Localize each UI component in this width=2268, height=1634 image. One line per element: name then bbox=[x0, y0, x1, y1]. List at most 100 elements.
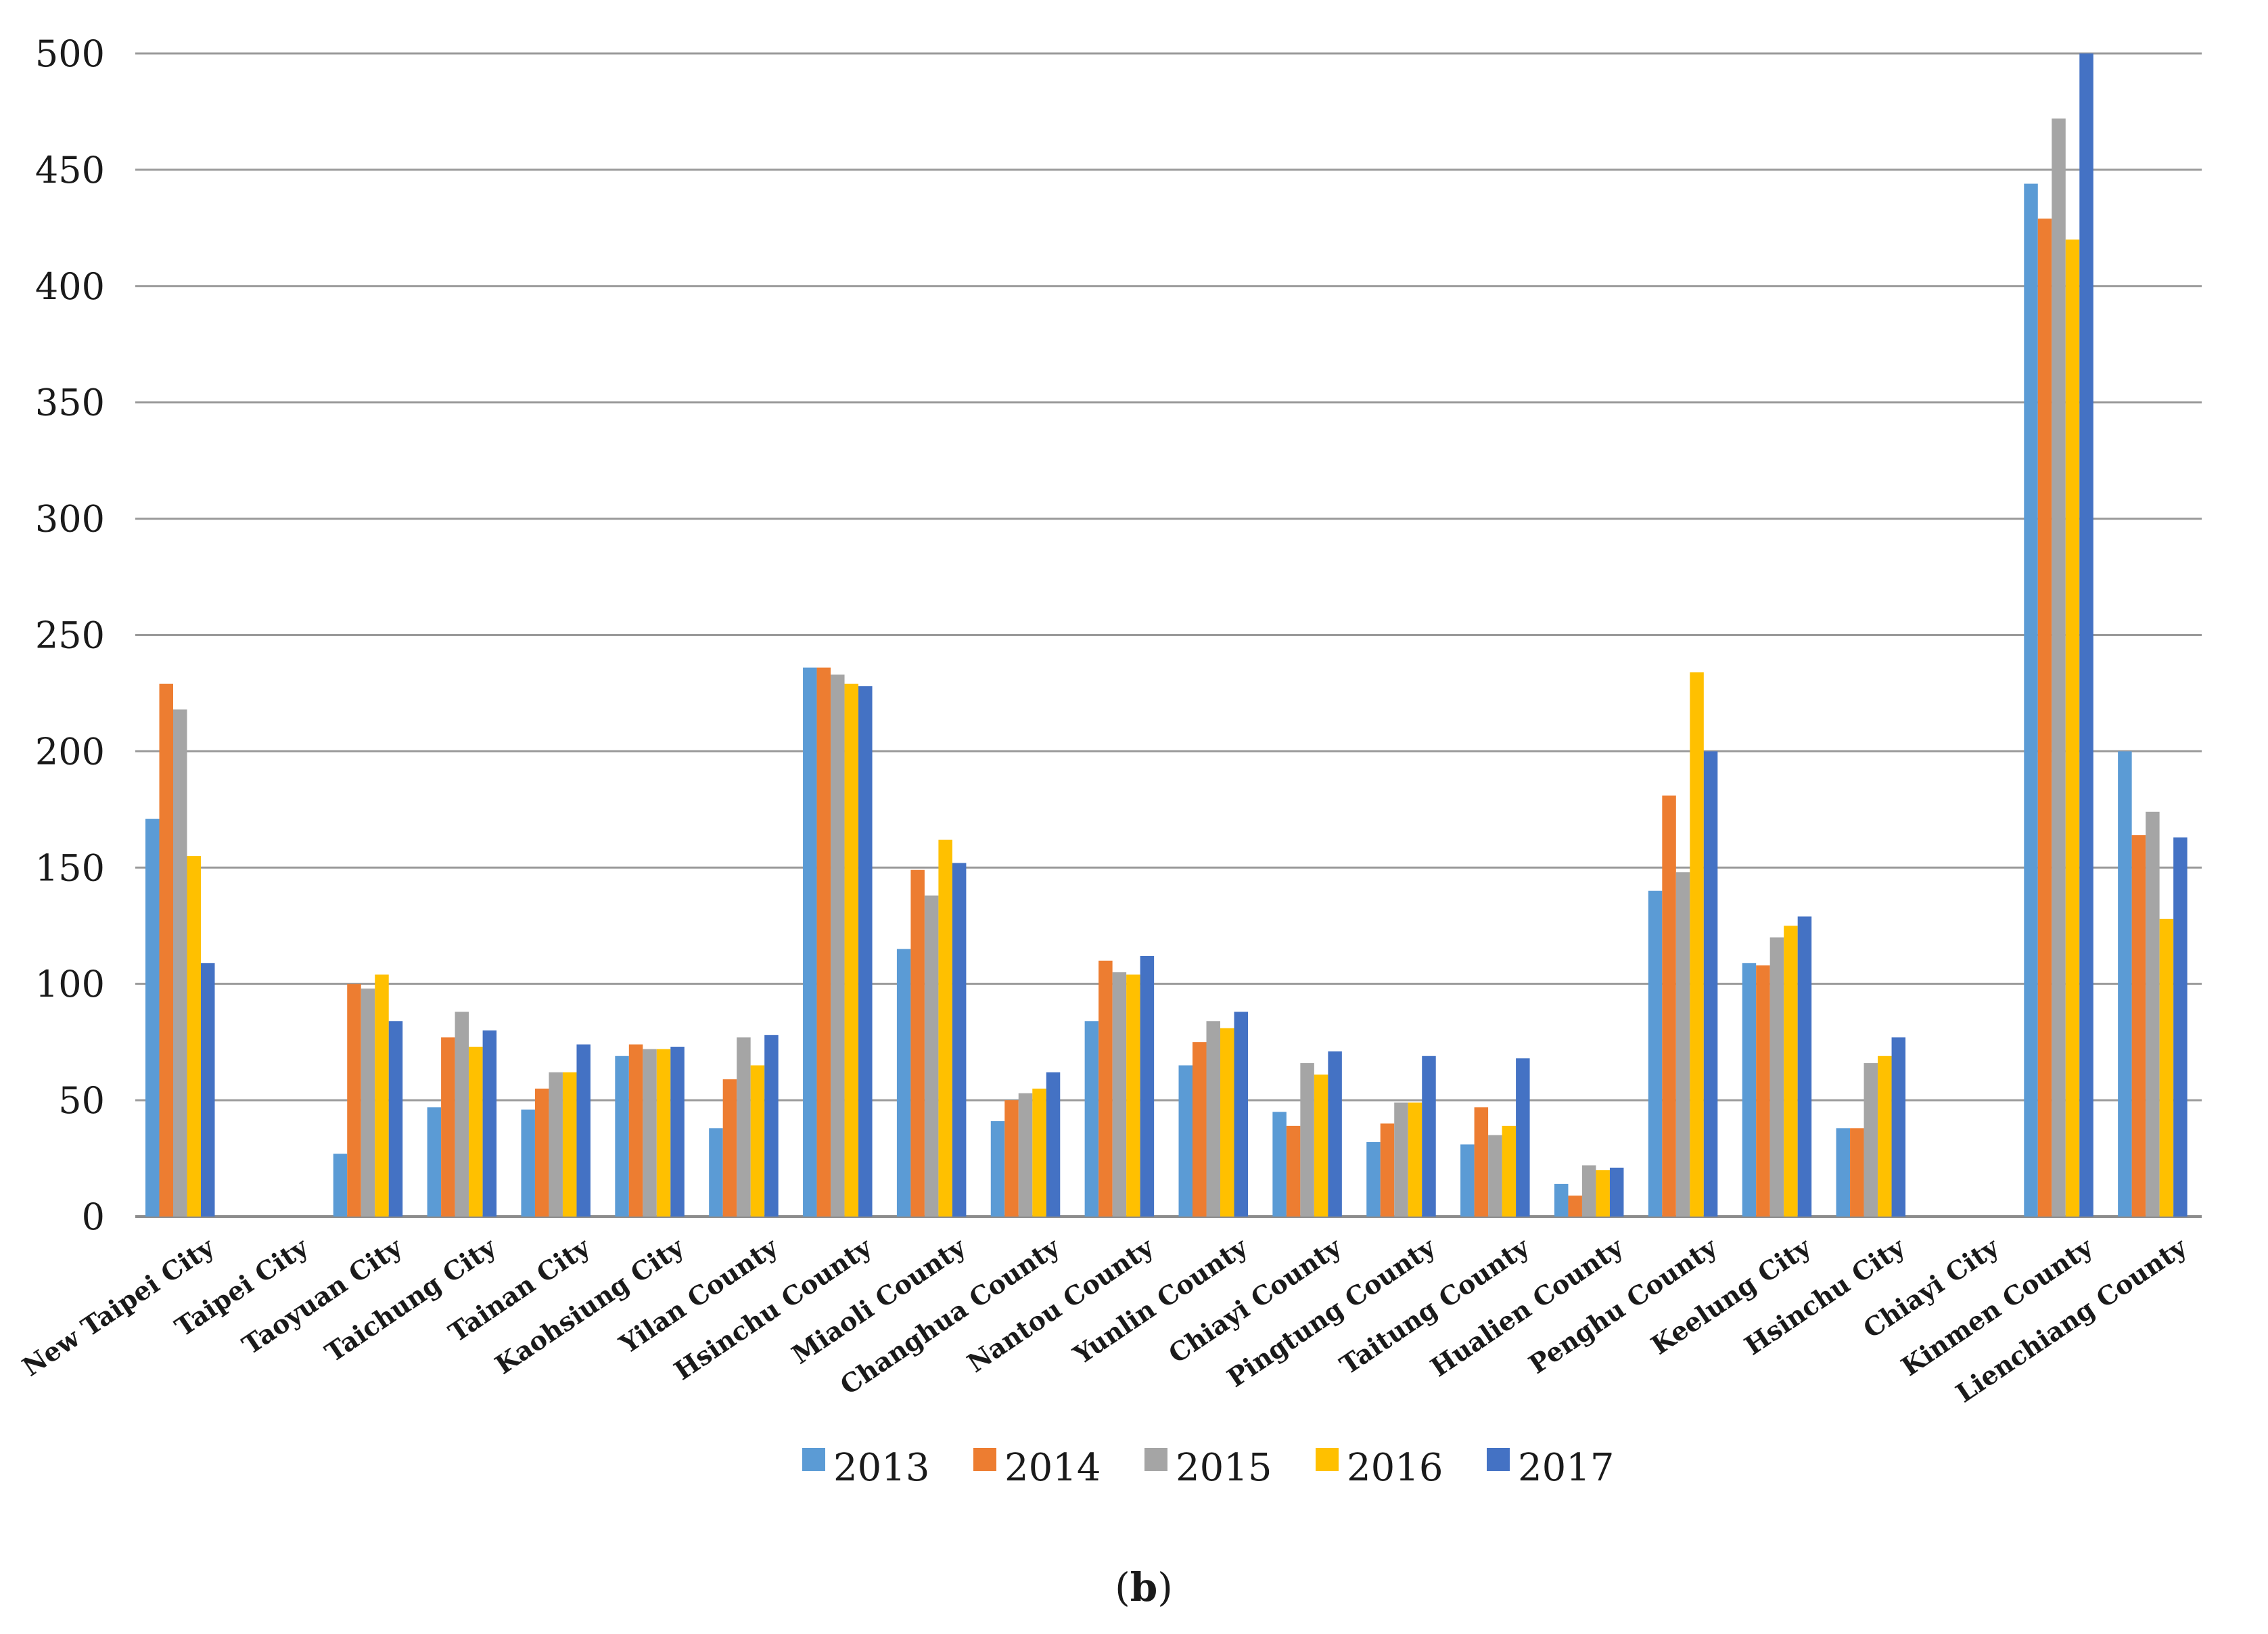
bar-2013-8 bbox=[896, 949, 911, 1217]
y-tick-label-350: 350 bbox=[35, 382, 105, 424]
bar-2013-10 bbox=[1084, 1021, 1099, 1217]
y-tick-label-100: 100 bbox=[35, 963, 105, 1005]
bar-2016-2 bbox=[375, 974, 389, 1217]
bar-2015-14 bbox=[1488, 1135, 1502, 1217]
bar-2017-6 bbox=[764, 1035, 779, 1217]
y-tick-label-150: 150 bbox=[35, 846, 105, 889]
bar-2014-14 bbox=[1474, 1107, 1489, 1217]
x-tick-label-17: Keelung City bbox=[1646, 1231, 1817, 1361]
bar-2014-20 bbox=[2037, 219, 2052, 1217]
y-tick-label-300: 300 bbox=[35, 498, 105, 541]
x-tick-label-18: Hsinchu City bbox=[1739, 1231, 1911, 1361]
bar-2013-9 bbox=[990, 1121, 1005, 1217]
caption-close-paren: ) bbox=[1157, 1564, 1173, 1610]
bar-2017-2 bbox=[388, 1021, 403, 1217]
bar-2016-0 bbox=[187, 856, 201, 1217]
bar-2013-12 bbox=[1272, 1112, 1287, 1217]
bar-2013-0 bbox=[145, 819, 160, 1217]
bar-2017-4 bbox=[576, 1044, 591, 1217]
y-tick-label-0: 0 bbox=[82, 1196, 105, 1238]
bar-2013-5 bbox=[615, 1056, 629, 1217]
bar-2015-12 bbox=[1300, 1063, 1314, 1217]
bar-2014-12 bbox=[1286, 1125, 1301, 1217]
bar-2014-16 bbox=[1662, 795, 1676, 1217]
y-tick-label-400: 400 bbox=[35, 265, 105, 308]
bar-2016-12 bbox=[1314, 1074, 1328, 1217]
bar-2015-7 bbox=[831, 674, 845, 1217]
y-tick-label-200: 200 bbox=[35, 730, 105, 773]
bar-2015-0 bbox=[173, 709, 187, 1217]
legend-label-2014: 2014 bbox=[1004, 1446, 1101, 1490]
bar-2014-5 bbox=[628, 1044, 643, 1217]
bar-2014-10 bbox=[1098, 960, 1113, 1217]
bar-2016-4 bbox=[562, 1072, 577, 1217]
bar-2014-13 bbox=[1380, 1123, 1395, 1217]
caption-letter: b bbox=[1130, 1564, 1158, 1610]
bar-2013-21 bbox=[2118, 751, 2132, 1217]
caption-open-paren: ( bbox=[1115, 1564, 1130, 1610]
bar-2014-2 bbox=[347, 984, 361, 1217]
bar-2015-18 bbox=[1864, 1063, 1878, 1217]
bar-2016-10 bbox=[1126, 974, 1140, 1217]
bar-2017-7 bbox=[858, 686, 873, 1217]
bar-2017-13 bbox=[1422, 1056, 1436, 1217]
bar-2015-9 bbox=[1018, 1093, 1033, 1217]
bar-2016-8 bbox=[938, 840, 952, 1217]
bar-2016-3 bbox=[469, 1047, 483, 1217]
bar-2017-17 bbox=[1797, 916, 1812, 1217]
legend-label-2016: 2016 bbox=[1347, 1446, 1443, 1490]
bar-2015-10 bbox=[1112, 972, 1127, 1217]
bar-2013-11 bbox=[1178, 1065, 1193, 1217]
bar-2016-5 bbox=[656, 1049, 671, 1217]
bar-2014-8 bbox=[910, 869, 925, 1217]
legend-label-2013: 2013 bbox=[833, 1446, 930, 1490]
bar-2017-8 bbox=[952, 863, 967, 1217]
bars bbox=[145, 53, 2188, 1217]
bar-2017-5 bbox=[670, 1047, 685, 1217]
bar-2014-6 bbox=[722, 1079, 737, 1217]
bar-2013-6 bbox=[709, 1128, 723, 1217]
x-tick-label-11: Yunlin County bbox=[1067, 1231, 1253, 1371]
bar-2014-15 bbox=[1568, 1196, 1582, 1217]
bar-2014-7 bbox=[816, 667, 831, 1217]
bar-2015-5 bbox=[643, 1049, 657, 1217]
bar-2013-13 bbox=[1366, 1141, 1381, 1217]
bar-2016-7 bbox=[844, 683, 859, 1217]
bar-2015-11 bbox=[1206, 1021, 1220, 1217]
bar-2016-9 bbox=[1032, 1088, 1046, 1217]
bar-2015-3 bbox=[455, 1012, 469, 1217]
bar-2014-11 bbox=[1193, 1042, 1207, 1217]
bar-2013-20 bbox=[2024, 183, 2038, 1217]
bar-2016-15 bbox=[1596, 1170, 1610, 1217]
bar-2013-15 bbox=[1554, 1183, 1569, 1217]
y-tick-label-50: 50 bbox=[58, 1079, 105, 1122]
bar-2016-6 bbox=[750, 1065, 765, 1217]
legend-swatch-2013 bbox=[802, 1448, 825, 1471]
bar-2016-13 bbox=[1408, 1102, 1422, 1217]
bar-2015-8 bbox=[924, 895, 939, 1217]
y-axis-ticks: 0 50 100 150 200 250 300 350 400 450 500 bbox=[35, 32, 105, 1238]
bar-2017-21 bbox=[2173, 837, 2188, 1217]
bar-2016-20 bbox=[2065, 240, 2080, 1217]
bar-2014-3 bbox=[441, 1037, 455, 1217]
y-tick-label-250: 250 bbox=[35, 614, 105, 657]
bar-2013-18 bbox=[1836, 1128, 1851, 1217]
bar-2017-20 bbox=[2079, 53, 2093, 1217]
bar-2016-17 bbox=[1784, 926, 1798, 1217]
legend: 2013 2014 2015 2016 2017 bbox=[802, 1446, 1615, 1490]
bar-2015-2 bbox=[361, 989, 375, 1217]
bar-2014-9 bbox=[1004, 1100, 1019, 1217]
bar-2015-4 bbox=[549, 1072, 563, 1217]
bar-2017-12 bbox=[1328, 1051, 1342, 1217]
legend-swatch-2015 bbox=[1144, 1448, 1167, 1471]
bar-2016-16 bbox=[1690, 672, 1704, 1217]
bar-2017-0 bbox=[201, 963, 215, 1217]
bar-2015-16 bbox=[1675, 872, 1690, 1217]
bar-2017-14 bbox=[1516, 1058, 1530, 1217]
bar-2016-21 bbox=[2159, 918, 2174, 1217]
figure-caption: (b) bbox=[1115, 1564, 1173, 1610]
legend-swatch-2014 bbox=[973, 1448, 996, 1471]
